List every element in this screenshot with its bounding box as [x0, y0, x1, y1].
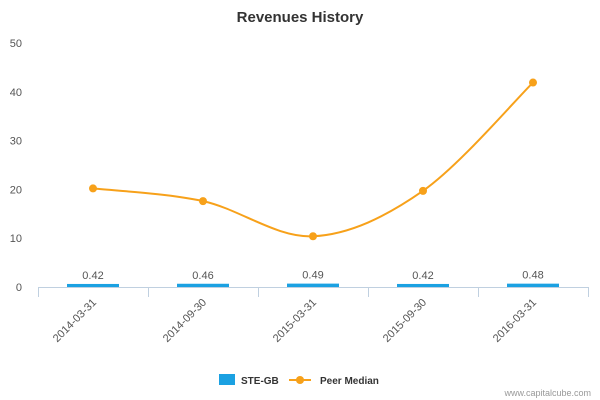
bar-data-label: 0.42 — [412, 270, 433, 282]
x-tick-label: 2014-09-30 — [161, 297, 209, 345]
point-peer-median[interactable] — [419, 186, 427, 195]
y-tick-label: 30 — [10, 136, 22, 148]
x-tick-label: 2014-03-31 — [51, 297, 99, 345]
bar-data-label: 0.48 — [522, 270, 543, 282]
bar-ste-gb[interactable] — [67, 283, 119, 287]
bar-ste-gb[interactable] — [397, 283, 449, 287]
bars: 0.42 0.46 0.49 0.42 0.48 — [67, 270, 559, 287]
y-tick-label: 0 — [16, 282, 22, 294]
legend-label-ste-gb[interactable]: STE-GB — [241, 376, 279, 387]
y-tick-label: 50 — [10, 38, 22, 50]
credit-text: www.capitalcube.com — [503, 388, 591, 398]
x-tick-label: 2015-09-30 — [381, 297, 429, 345]
chart-title: Revenues History — [237, 9, 364, 26]
point-peer-median[interactable] — [199, 197, 207, 206]
point-peer-median[interactable] — [89, 184, 97, 193]
bar-data-label: 0.49 — [302, 270, 323, 282]
legend[interactable]: STE-GB Peer Median — [219, 374, 379, 387]
line-peer-median — [92, 81, 534, 238]
legend-swatch-ste-gb[interactable] — [219, 374, 235, 385]
legend-label-peer-median[interactable]: Peer Median — [320, 376, 379, 387]
y-tick-label: 40 — [10, 87, 22, 99]
bar-data-label: 0.42 — [82, 270, 103, 282]
bar-data-label: 0.46 — [192, 270, 213, 282]
point-peer-median[interactable] — [529, 78, 537, 87]
bar-ste-gb[interactable] — [177, 283, 229, 287]
x-tick-label: 2015-03-31 — [271, 297, 319, 345]
bar-ste-gb[interactable] — [507, 283, 559, 287]
legend-marker-peer-median[interactable] — [296, 376, 304, 384]
y-tick-label: 20 — [10, 184, 22, 196]
point-peer-median[interactable] — [309, 232, 317, 241]
axes: 0 10 20 30 40 50 2014-03-31 2014-09-30 2015-03-3… — [10, 38, 589, 345]
bar-ste-gb[interactable] — [287, 283, 339, 287]
peer-median-line — [89, 78, 537, 241]
y-tick-label: 10 — [10, 233, 22, 245]
x-tick-label: 2016-03-31 — [491, 297, 539, 345]
